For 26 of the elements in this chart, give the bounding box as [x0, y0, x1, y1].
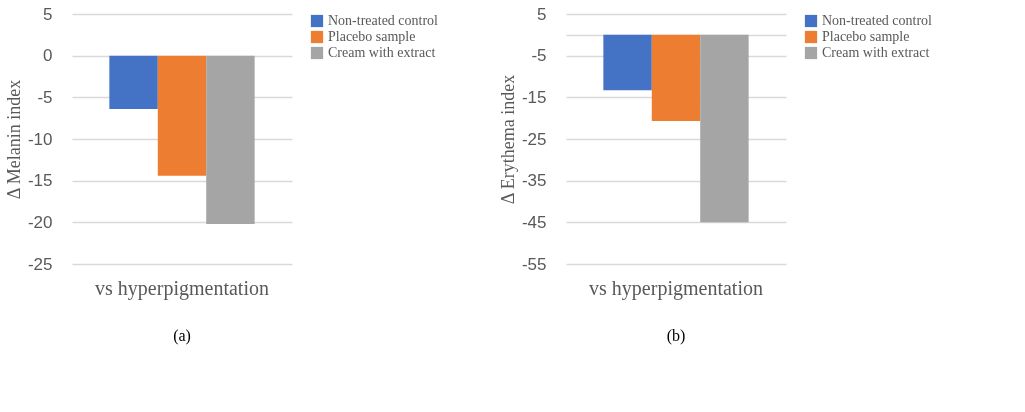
y-axis-title: Δ Melanin index — [3, 79, 24, 200]
legend-label: Non-treated control — [822, 13, 933, 28]
y-tick-label: -35 — [521, 171, 547, 191]
text: (a) — [173, 327, 191, 345]
y-tick-label: -20 — [27, 212, 53, 232]
legend-label: Cream with extract — [328, 45, 436, 60]
y-tick-label: 5 — [43, 4, 53, 24]
y-tick-label: -25 — [521, 129, 547, 149]
y-tick-label: -10 — [27, 129, 53, 149]
y-tick-label: -15 — [27, 171, 53, 191]
legend-label: Placebo sample — [822, 29, 910, 44]
y-tick-label: -55 — [521, 254, 547, 274]
y-tick-label: -25 — [27, 254, 53, 274]
y-axis-title: Δ Erythema index — [497, 74, 518, 205]
y-tick-label: -5 — [37, 87, 53, 107]
legend-label: Non-treated control — [328, 13, 439, 28]
y-tick-label: 0 — [43, 46, 53, 66]
y-tick-label: -15 — [521, 87, 547, 107]
y-tick-label: 5 — [537, 4, 547, 24]
legend-label: Placebo sample — [328, 29, 416, 44]
x-tick-label: vs hyperpigmentation — [589, 276, 763, 300]
y-tick-label: -5 — [531, 46, 547, 66]
y-tick-label: -45 — [521, 212, 547, 232]
x-tick-label: vs hyperpigmentation — [95, 276, 269, 300]
legend-label: Cream with extract — [822, 45, 930, 60]
text: (b) — [666, 327, 686, 345]
